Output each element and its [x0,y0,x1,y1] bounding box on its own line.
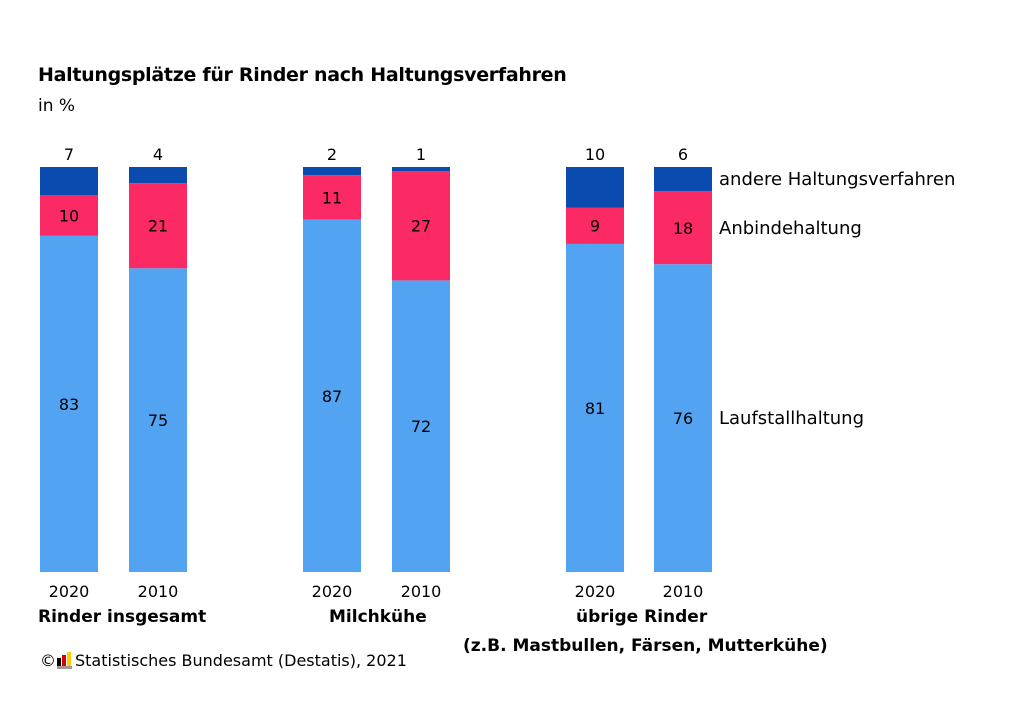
bar-segment-anbindehaltung [566,207,624,244]
x-tick-label: 2020 [575,582,616,601]
bar-segment-laufstallhaltung [392,280,450,572]
bar-segment-andere-haltungsverfahren [129,167,187,184]
bar-segment-anbindehaltung [129,183,187,269]
bar-segment-laufstallhaltung [129,268,187,572]
legend-label: Laufstallhaltung [719,408,864,429]
data-label: 10 [59,207,79,226]
chart-subtitle: in % [38,96,76,116]
bar-segment-andere-haltungsverfahren [392,167,450,172]
x-tick-label: 2010 [663,582,704,601]
data-label: 2 [327,145,337,164]
legend-label: Anbindehaltung [719,218,862,239]
data-label: 9 [590,217,600,236]
data-label: 11 [322,188,342,207]
bar-segment-laufstallhaltung [654,264,712,572]
legend-label: andere Haltungsverfahren [719,169,955,190]
data-label: 1 [416,145,426,164]
copyright-symbol: © [40,651,56,670]
bar-segment-andere-haltungsverfahren [40,167,98,196]
group-label-uebrige-rinder-note: (z.B. Mastbullen, Färsen, Mutterkühe) [463,636,828,656]
data-label: 21 [148,217,168,236]
data-label: 4 [153,145,163,164]
x-tick-label: 2020 [312,582,353,601]
bar-segment-laufstallhaltung [40,235,98,572]
data-label: 75 [148,411,168,430]
data-label: 81 [585,399,605,418]
group-label-rinder-insgesamt: Rinder insgesamt [38,607,207,627]
data-label: 18 [673,219,693,238]
x-tick-label: 2020 [49,582,90,601]
source-text: Statistisches Bundesamt (Destatis), 2021 [75,651,407,670]
data-label: 87 [322,387,342,406]
group-label-milchkuehe: Milchkühe [329,607,427,627]
source-note: © Statistisches Bundesamt (Destatis), 20… [40,651,407,670]
data-label: 6 [678,145,688,164]
data-label: 7 [64,145,74,164]
bar-segment-anbindehaltung [303,175,361,220]
bar-segment-andere-haltungsverfahren [654,167,712,192]
chart-title: Haltungsplätze für Rinder nach Haltungsv… [38,64,567,86]
data-label: 76 [673,409,693,428]
bar-segment-anbindehaltung [40,195,98,236]
bar-segment-andere-haltungsverfahren [566,167,624,208]
destatis-logo-icon [57,652,72,669]
data-label: 72 [411,417,431,436]
bar-segment-laufstallhaltung [303,219,361,572]
group-label-uebrige-rinder: übrige Rinder [576,607,708,627]
data-label: 83 [59,395,79,414]
x-tick-label: 2010 [138,582,179,601]
bar-segment-andere-haltungsverfahren [303,167,361,176]
bar-segment-anbindehaltung [654,191,712,265]
data-label: 27 [411,217,431,236]
x-tick-label: 2010 [401,582,442,601]
data-label: 10 [585,145,605,164]
bar-segment-anbindehaltung [392,171,450,281]
bar-segment-laufstallhaltung [566,243,624,572]
